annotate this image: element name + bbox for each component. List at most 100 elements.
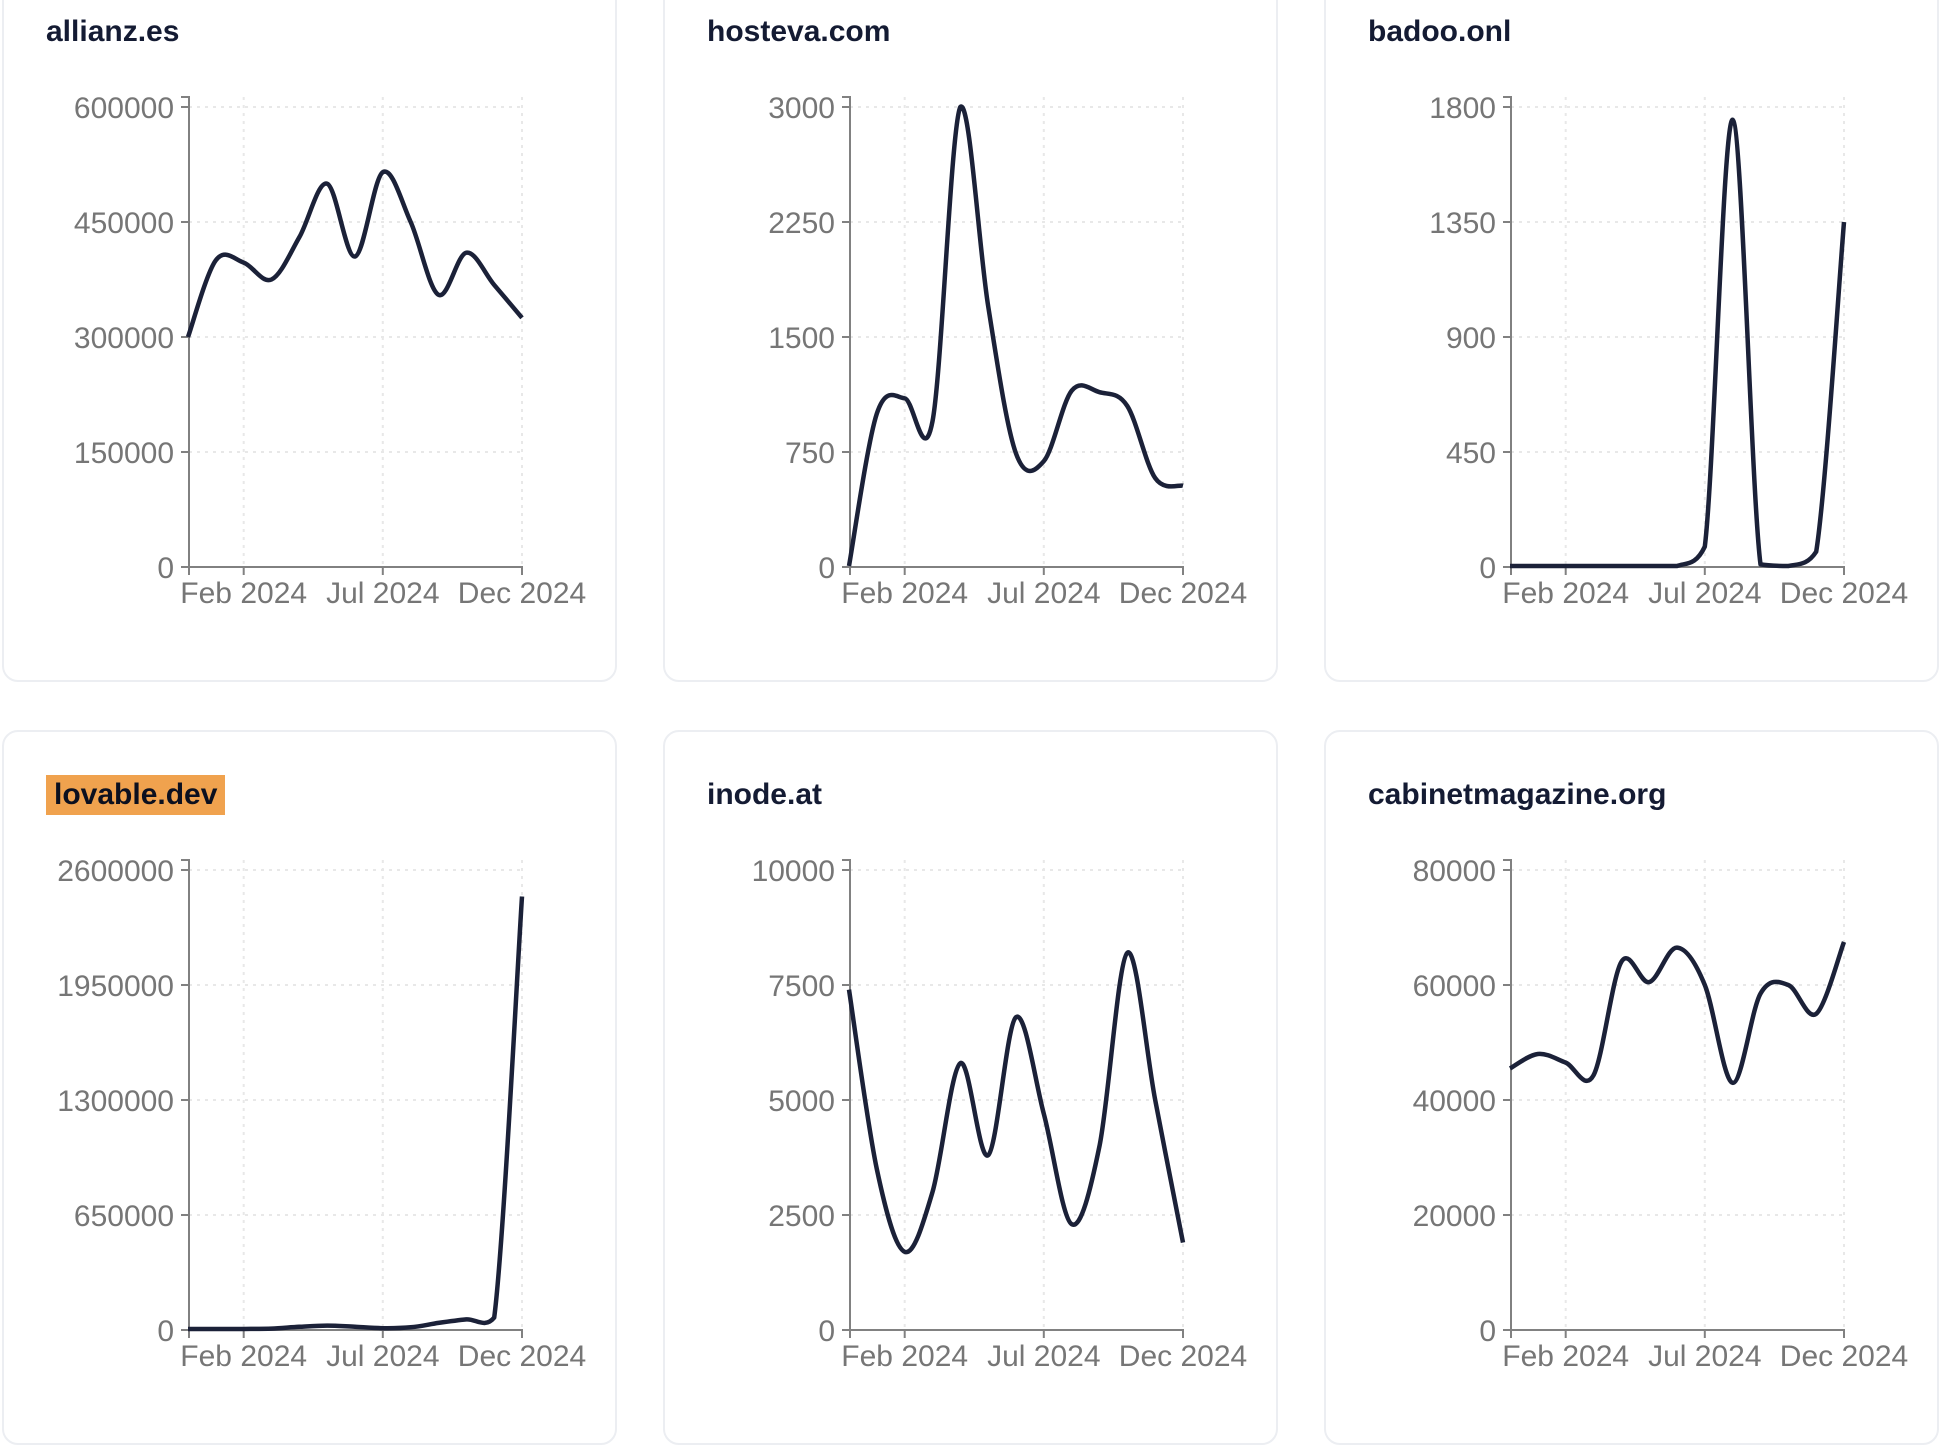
line-chart: 0 20000 40000 60000 80000 Feb 2024 Jul 2024 Dec… [1413,855,1909,1373]
tick-labels: 0 650000 1300000 1950000 2600000 Feb 2024 Jul … [57,855,586,1373]
y-tick-label: 2250 [768,207,835,240]
y-tick-label: 40000 [1413,1085,1496,1118]
y-axis [181,96,190,567]
axes [842,859,1184,1338]
gridlines [850,860,1184,1329]
y-tick-label: 0 [818,1315,835,1348]
chart-title[interactable]: badoo.onl [1368,15,1511,50]
line-chart: 0 150000 300000 450000 600000 Feb 2024 Jul 202… [74,92,586,610]
tick-labels: 0 750 1500 2250 3000 Feb 2024 Jul 2024 Dec 2024 [768,92,1247,610]
x-tick-label: Jul 2024 [326,577,439,610]
y-tick-label: 0 [818,552,835,585]
x-tick-label: Dec 2024 [1780,577,1908,610]
x-tick-label: Dec 2024 [458,1340,586,1373]
chart-title[interactable]: inode.at [707,778,822,813]
x-tick-label: Feb 2024 [841,1340,968,1373]
axes [1503,859,1845,1338]
y-tick-label: 80000 [1413,855,1496,888]
axes [181,96,523,575]
tick-labels: 0 2500 5000 7500 10000 Feb 2024 Jul 2024 Dec 20… [752,855,1248,1373]
y-axis [1503,96,1512,567]
tick-labels: 0 450 900 1350 1800 Feb 2024 Jul 2024 Dec 2024 [1429,92,1908,610]
x-tick-label: Jul 2024 [987,1340,1100,1373]
y-tick-label: 1950000 [57,970,174,1003]
x-tick-label: Feb 2024 [180,1340,307,1373]
x-axis [1510,1329,1845,1338]
chart-title[interactable]: hosteva.com [707,15,890,50]
x-tick-label: Dec 2024 [1119,1340,1247,1373]
y-tick-label: 60000 [1413,970,1496,1003]
y-tick-label: 150000 [74,437,174,470]
y-tick-label: 650000 [74,1200,174,1233]
data-line [846,104,1184,567]
x-tick-label: Feb 2024 [1502,577,1629,610]
line-chart: 0 650000 1300000 1950000 2600000 Feb 2024 Jul … [57,855,586,1373]
gridlines [1511,860,1845,1329]
y-tick-label: 0 [157,1315,174,1348]
x-tick-label: Jul 2024 [987,577,1100,610]
line-chart: 0 750 1500 2250 3000 Feb 2024 Jul 2024 Dec 2024 [768,92,1247,610]
x-tick-label: Feb 2024 [180,577,307,610]
domain-chart-card: lovable.dev 0 650000 1300000 1950000 2600000… [2,730,617,1445]
y-tick-label: 900 [1446,322,1496,355]
chart-title[interactable]: cabinetmagazine.org [1368,778,1666,813]
data-line [185,169,524,338]
domain-chart-card: allianz.es 0 150000 300000 450000 600000 Feb … [2,0,617,682]
x-axis [849,566,1184,575]
domain-chart-card: hosteva.com 0 750 1500 2250 3000 Feb 2024 Jul … [663,0,1278,682]
x-tick-label: Dec 2024 [1780,1340,1908,1373]
data-line [1508,941,1847,1086]
y-tick-label: 1500 [768,322,835,355]
chart-title-text: badoo.onl [1368,15,1512,48]
chart-title-text: lovable.dev [46,775,226,815]
chart-title-text: cabinetmagazine.org [1368,778,1667,811]
line-chart: 0 2500 5000 7500 10000 Feb 2024 Jul 2024 Dec 20… [752,855,1248,1373]
x-tick-label: Jul 2024 [1648,1340,1761,1373]
axes [842,96,1184,575]
y-tick-label: 0 [1479,1315,1496,1348]
y-tick-label: 450 [1446,437,1496,470]
y-axis [181,859,190,1330]
y-tick-label: 2600000 [57,855,174,888]
y-tick-label: 2500 [768,1200,835,1233]
chart-title-text: hosteva.com [707,15,891,48]
data-line [1509,117,1847,569]
y-tick-label: 3000 [768,92,835,125]
domain-chart-card: inode.at 0 2500 5000 7500 10000 Feb 2024 Jul 2… [663,730,1278,1445]
y-tick-label: 7500 [768,970,835,1003]
x-tick-label: Dec 2024 [1119,577,1247,610]
domain-chart-card: cabinetmagazine.org 0 20000 40000 60000 8000… [1324,730,1939,1445]
y-tick-label: 1800 [1429,92,1496,125]
line-chart: 0 450 900 1350 1800 Feb 2024 Jul 2024 Dec 2024 [1429,92,1908,610]
chart-title-text: inode.at [707,778,823,811]
x-tick-label: Feb 2024 [1502,1340,1629,1373]
y-tick-label: 600000 [74,92,174,125]
x-tick-label: Jul 2024 [326,1340,439,1373]
domain-chart-card: badoo.onl 0 450 900 1350 1800 Feb 2024 Jul 202… [1324,0,1939,682]
y-tick-label: 300000 [74,322,174,355]
y-tick-label: 1350 [1429,207,1496,240]
y-axis [842,859,851,1330]
axes [181,859,523,1338]
y-tick-label: 1300000 [57,1085,174,1118]
y-axis [842,96,851,567]
y-tick-label: 450000 [74,207,174,240]
gridlines [1511,97,1845,566]
y-tick-label: 0 [157,552,174,585]
chart-title[interactable]: lovable.dev [46,775,226,815]
tick-labels: 0 20000 40000 60000 80000 Feb 2024 Jul 2024 Dec… [1413,855,1909,1373]
y-tick-label: 20000 [1413,1200,1496,1233]
x-tick-label: Feb 2024 [841,577,968,610]
y-tick-label: 10000 [752,855,835,888]
x-axis [849,1329,1184,1338]
x-tick-label: Jul 2024 [1648,577,1761,610]
x-axis [188,566,523,575]
gridlines [189,97,523,566]
data-line [187,896,525,1332]
tick-labels: 0 150000 300000 450000 600000 Feb 2024 Jul 202… [74,92,586,610]
chart-title[interactable]: allianz.es [46,15,179,50]
chart-title-text: allianz.es [46,15,180,48]
y-tick-label: 0 [1479,552,1496,585]
gridlines [850,97,1184,566]
